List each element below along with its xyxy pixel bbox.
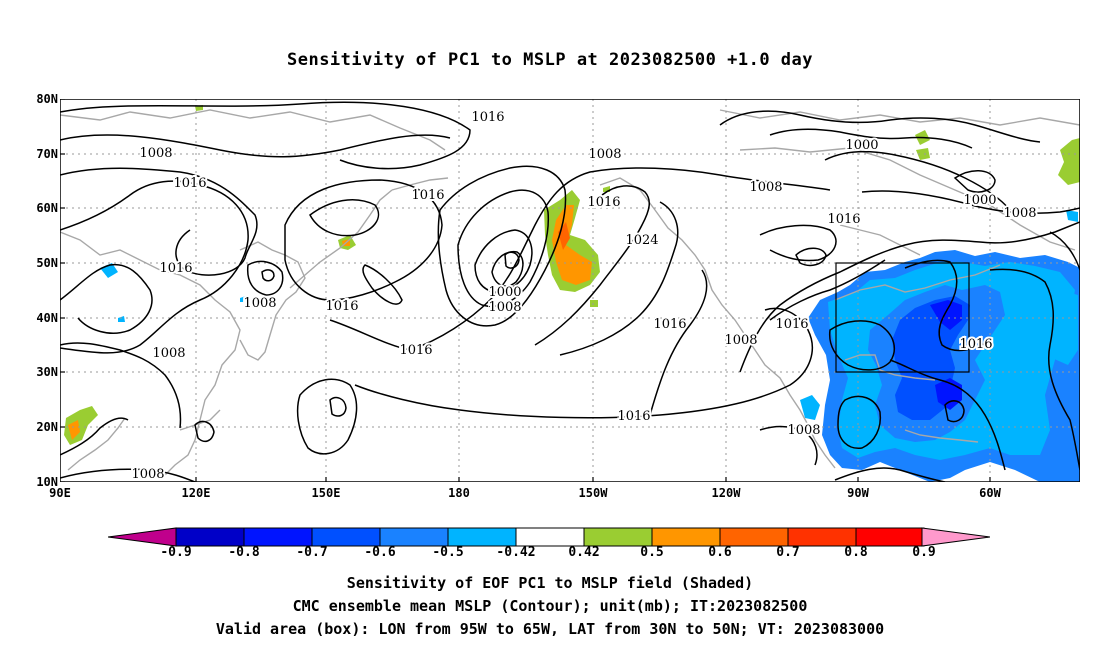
contour-label: 1008 (787, 423, 820, 438)
colorbar-label: -0.6 (364, 545, 396, 560)
valid-area-box (835, 262, 970, 373)
lon-label-180: 180 (448, 486, 470, 500)
colorbar-label: -0.9 (160, 545, 192, 560)
colorbar-label: 0.6 (708, 545, 732, 560)
contour-label: 1016 (411, 188, 444, 203)
negative-sensitivity-shading (100, 210, 1080, 482)
colorbar-right-arrow (921, 527, 990, 547)
colorbar-label: 0.42 (568, 545, 600, 560)
colorbar-label: 0.8 (844, 545, 868, 560)
colorbar (108, 527, 990, 547)
contour-label: 1016 (173, 176, 206, 191)
colorbar-label: 0.9 (912, 545, 936, 560)
colorbar-label: -0.5 (432, 545, 464, 560)
lat-label-70n: 70N (36, 147, 58, 161)
colorbar-cells (175, 527, 925, 547)
lon-label-60w: 60W (979, 486, 1001, 500)
footer-line-1: Sensitivity of EOF PC1 to MSLP field (Sh… (346, 574, 754, 592)
contour-label: 1000 (845, 138, 878, 153)
contour-label: 1016 (471, 110, 504, 125)
contour-label: 1016 (959, 337, 992, 352)
lat-label-10n: 10N (36, 475, 58, 489)
contour-label: 1008 (488, 300, 521, 315)
lat-label-30n: 30N (36, 365, 58, 379)
colorbar-cell (515, 527, 585, 547)
contour-label: 1008 (1003, 206, 1036, 221)
mslp-map: 1016 1008 1016 1016 1016 1008 1008 1016 … (60, 99, 1080, 482)
lat-label-60n: 60N (36, 201, 58, 215)
contour-label: 1008 (131, 467, 164, 482)
colorbar-label: -0.7 (296, 545, 328, 560)
contour-label: 1016 (775, 317, 808, 332)
coastlines (60, 109, 1080, 476)
contour-label: 1016 (653, 317, 686, 332)
lat-label-20n: 20N (36, 420, 58, 434)
contour-label: 1016 (399, 343, 432, 358)
colorbar-label: 0.5 (640, 545, 664, 560)
colorbar-cell (175, 527, 245, 547)
contour-label: 1000 (963, 193, 996, 208)
contour-label: 1008 (724, 333, 757, 348)
colorbar-cell (447, 527, 517, 547)
colorbar-cell (719, 527, 789, 547)
mslp-contours (60, 101, 1080, 482)
colorbar-cell (855, 527, 925, 547)
contour-label: 1016 (587, 195, 620, 210)
lat-label-40n: 40N (36, 311, 58, 325)
lon-label-90w: 90W (847, 486, 869, 500)
contour-label: 1008 (588, 147, 621, 162)
contour-label: 1016 (159, 261, 192, 276)
lon-label-150e: 150E (311, 486, 341, 500)
lat-label-50n: 50N (36, 256, 58, 270)
colorbar-cell (651, 527, 721, 547)
contour-label: 1008 (152, 346, 185, 361)
lon-label-90e: 90E (49, 486, 71, 500)
colorbar-cell (583, 527, 653, 547)
lon-label-120w: 120W (711, 486, 741, 500)
contour-label: 1008 (749, 180, 782, 195)
colorbar-label: 0.7 (776, 545, 800, 560)
contour-label-group: 1016 1008 1016 1016 1016 1008 1008 1016 … (129, 108, 1038, 482)
colorbar-cell (787, 527, 857, 547)
footer-line-3: Valid area (box): LON from 95W to 65W, L… (215, 620, 885, 638)
colorbar-left-arrow (108, 527, 177, 547)
contour-label: 1008 (243, 296, 276, 311)
map-title: Sensitivity of PC1 to MSLP at 2023082500… (286, 50, 813, 70)
footer-line-2: CMC ensemble mean MSLP (Contour); unit(m… (292, 597, 808, 615)
colorbar-label: -0.8 (228, 545, 260, 560)
lon-label-120e: 120E (181, 486, 211, 500)
contour-label: 1000 (488, 285, 521, 300)
map-ticks (60, 99, 991, 482)
contour-label: 1008 (139, 146, 172, 161)
lon-label-150w: 150W (578, 486, 608, 500)
contour-label: 1016 (617, 409, 650, 424)
colorbar-cell (379, 527, 449, 547)
contour-label: 1016 (325, 299, 358, 314)
contour-label: 1016 (827, 212, 860, 227)
contour-label: 1024 (625, 233, 658, 248)
colorbar-label: -0.42 (496, 545, 536, 560)
colorbar-cell (243, 527, 313, 547)
lat-label-80n: 80N (36, 92, 58, 106)
colorbar-cell (311, 527, 381, 547)
